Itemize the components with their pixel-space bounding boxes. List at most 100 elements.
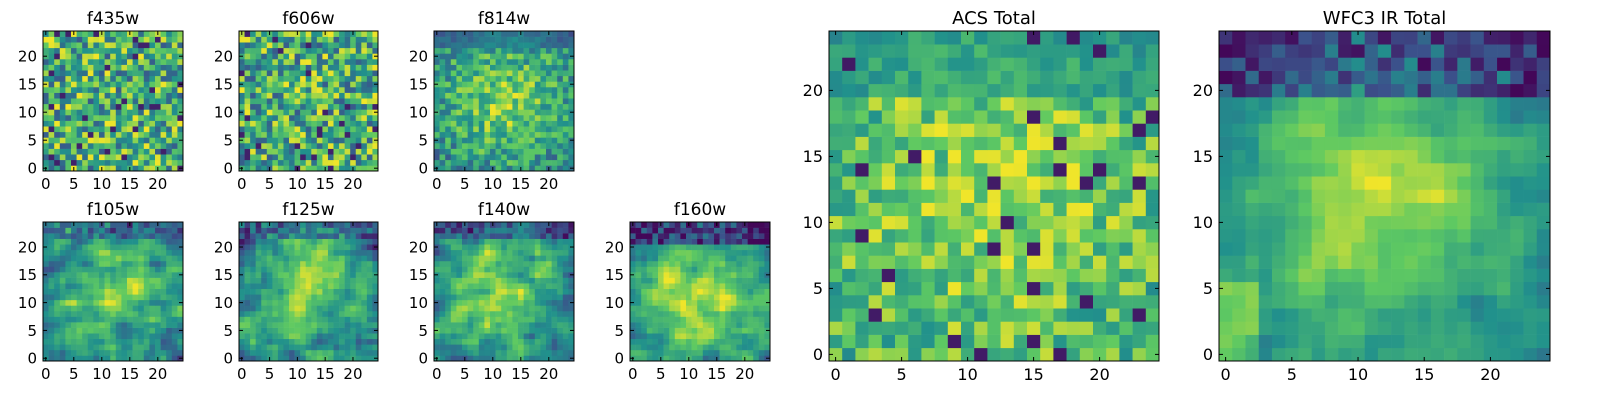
heatmap-cell: [462, 81, 468, 88]
heatmap-cell: [155, 272, 161, 278]
heatmap-cell: [344, 277, 351, 284]
heatmap-cell: [261, 238, 268, 245]
heatmap-cell: [99, 327, 105, 334]
heatmap-cell: [65, 42, 72, 49]
heatmap-cell: [93, 137, 100, 144]
heatmap-cell: [747, 272, 754, 278]
heatmap-cell: [646, 349, 653, 356]
heatmap-cell: [523, 36, 530, 43]
heatmap-cell: [445, 87, 452, 93]
heatmap-cell: [350, 294, 357, 301]
heatmap-cell: [239, 283, 245, 290]
heatmap-cell: [110, 244, 117, 251]
heatmap-cell: [149, 310, 156, 317]
heatmap-cell: [512, 64, 519, 71]
heatmap-cell: [121, 283, 128, 290]
heatmap-cell: [294, 294, 301, 301]
heatmap-cell: [316, 272, 323, 278]
heatmap-cell: [557, 222, 564, 228]
heatmap-cell: [1053, 202, 1067, 217]
heatmap-cell: [641, 238, 648, 245]
heatmap-cell: [93, 305, 100, 312]
heatmap-cell: [87, 109, 94, 116]
heatmap-cell: [171, 283, 178, 290]
heatmap-cell: [523, 75, 530, 82]
heatmap-cell: [484, 154, 491, 161]
heatmap-cell: [635, 333, 642, 340]
heatmap-cell: [110, 316, 117, 323]
heatmap-cell: [93, 92, 100, 99]
heatmap-cell: [322, 316, 329, 323]
heatmap-cell: [540, 131, 547, 138]
heatmap-cell: [697, 333, 704, 340]
heatmap-cell: [736, 344, 743, 351]
heatmap-cell: [439, 255, 446, 262]
heatmap-cell: [121, 70, 128, 77]
heatmap-cell: [110, 59, 117, 65]
heatmap-cell: [104, 53, 111, 60]
heatmap-cell: [445, 98, 452, 105]
heatmap-cell: [160, 109, 167, 116]
heatmap-cell: [327, 87, 334, 93]
heatmap-cell: [652, 249, 659, 256]
heatmap-cell: [366, 283, 373, 290]
heatmap-cell: [76, 148, 83, 155]
heatmap-cell: [93, 260, 100, 267]
heatmap-cell: [166, 143, 173, 149]
heatmap-cell: [316, 244, 323, 251]
heatmap-cell: [686, 233, 692, 239]
heatmap-cell: [76, 120, 83, 127]
heatmap-cell: [294, 64, 301, 71]
heatmap-cell: [658, 277, 664, 284]
heatmap-cell: [361, 98, 368, 105]
heatmap-cell: [467, 249, 474, 256]
heatmap-cell: [355, 244, 362, 251]
heatmap-cell: [434, 159, 440, 166]
heatmap-cell: [518, 294, 524, 301]
heatmap-cell: [277, 36, 284, 43]
heatmap-cell: [143, 349, 150, 356]
heatmap-cell: [568, 31, 575, 37]
heatmap-cell: [104, 70, 111, 77]
heatmap-cell: [445, 355, 452, 362]
heatmap-cell: [855, 268, 869, 283]
heatmap-cell: [294, 349, 301, 356]
heatmap-cell: [551, 344, 558, 351]
heatmap-cell: [974, 321, 988, 335]
heatmap-cell: [467, 131, 474, 138]
heatmap-cell: [333, 310, 340, 317]
heatmap-cell: [289, 31, 295, 37]
heatmap-cell: [895, 189, 909, 203]
heatmap-cell: [490, 154, 496, 161]
heatmap-cell: [546, 75, 552, 82]
heatmap-cell: [1000, 255, 1015, 269]
heatmap-cell: [333, 233, 340, 239]
heatmap-cell: [54, 143, 61, 149]
heatmap-cell: [758, 305, 765, 312]
heatmap-cell: [445, 131, 452, 138]
heatmap-cell: [669, 283, 676, 290]
heatmap-cell: [127, 349, 133, 356]
heatmap-cell: [529, 310, 536, 317]
heatmap-cell: [149, 159, 156, 166]
heatmap-cell: [99, 126, 105, 133]
heatmap-cell: [110, 47, 117, 54]
heatmap-cell: [316, 249, 323, 256]
heatmap-cell: [355, 148, 362, 155]
heatmap-cell: [512, 272, 519, 278]
heatmap-cell: [65, 159, 72, 166]
heatmap-cell: [171, 103, 178, 110]
heatmap-cell: [630, 322, 636, 328]
heatmap-cell: [127, 98, 133, 105]
heatmap-cell: [652, 266, 659, 273]
heatmap-cell: [138, 81, 145, 88]
heatmap-cell: [283, 42, 290, 49]
heatmap-cell: [842, 255, 856, 269]
heatmap-cell: [1040, 281, 1054, 296]
heatmap-cell: [467, 154, 474, 161]
heatmap-cell: [868, 321, 883, 335]
heatmap-cell: [742, 233, 748, 239]
heatmap-cell: [562, 126, 569, 133]
heatmap-cell: [1000, 215, 1015, 230]
heatmap-cell: [65, 126, 72, 133]
